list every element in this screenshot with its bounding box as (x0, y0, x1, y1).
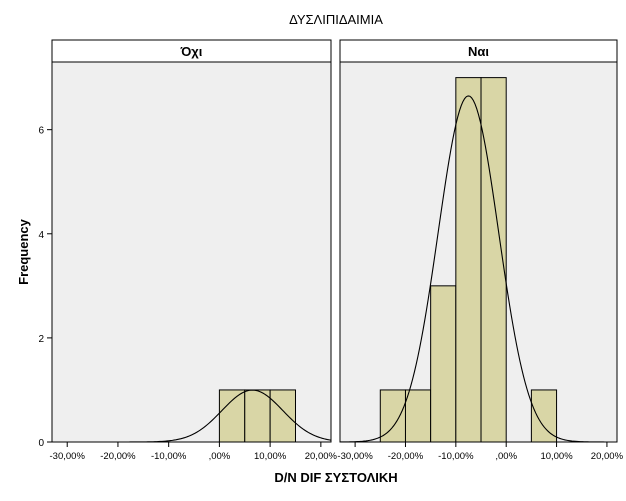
facet-label: Ναι (468, 44, 489, 59)
x-tick-label: -10,00% (438, 451, 474, 462)
histogram-bar (218, 389, 246, 443)
histogram-bar (455, 77, 482, 443)
facet-panel-1: Όχι -30,00% -20,00% -10,00% ,00% 10,00% 20,00% (50, 39, 338, 462)
y-axis-label: Frequency (16, 218, 31, 285)
facet-panel-2: Ναι -30,00% -20,00% -10,00% ,00% 10,00% 20,00% (337, 39, 624, 462)
y-tick-label: 6 (38, 126, 44, 137)
histogram-bar (530, 389, 558, 443)
histogram-bar (480, 77, 507, 443)
x-tick-label: -30,00% (337, 451, 373, 462)
histogram-bar (269, 389, 296, 443)
y-tick-label: 0 (38, 438, 44, 449)
x-tick-label: 10,00% (540, 451, 573, 462)
y-tick-label: 2 (38, 334, 44, 345)
x-tick-label: 10,00% (254, 451, 287, 462)
x-tick-label: -30,00% (50, 451, 86, 462)
histogram-bar (244, 389, 271, 443)
chart-title: ΔΥΣΛΙΠΙΔΑΙΜΙΑ (289, 12, 383, 27)
x-tick-label: ,00% (209, 451, 231, 462)
normal-curve (339, 95, 617, 443)
x-tick-label: 20,00% (591, 451, 624, 462)
x-tick-label: -20,00% (100, 451, 136, 462)
x-axis-label: D/N DIF ΣΥΣΤΟΛΙΚΗ (274, 470, 397, 485)
plot-area (51, 61, 332, 443)
facet-panels: 0 2 4 6 Όχι -30,00% -20,00% -10,00% ,00% 10,00% 20… (38, 39, 624, 462)
facet-label: Όχι (180, 44, 203, 59)
histogram-bar (430, 285, 457, 443)
histogram-bar (379, 389, 406, 443)
histogram-bar (404, 389, 432, 443)
normal-curve (52, 389, 332, 443)
x-tick-label: 20,00% (305, 451, 338, 462)
x-tick-label: ,00% (495, 451, 517, 462)
x-tick-label: -10,00% (151, 451, 187, 462)
y-tick-label: 4 (38, 230, 44, 241)
x-tick-label: -20,00% (388, 451, 424, 462)
